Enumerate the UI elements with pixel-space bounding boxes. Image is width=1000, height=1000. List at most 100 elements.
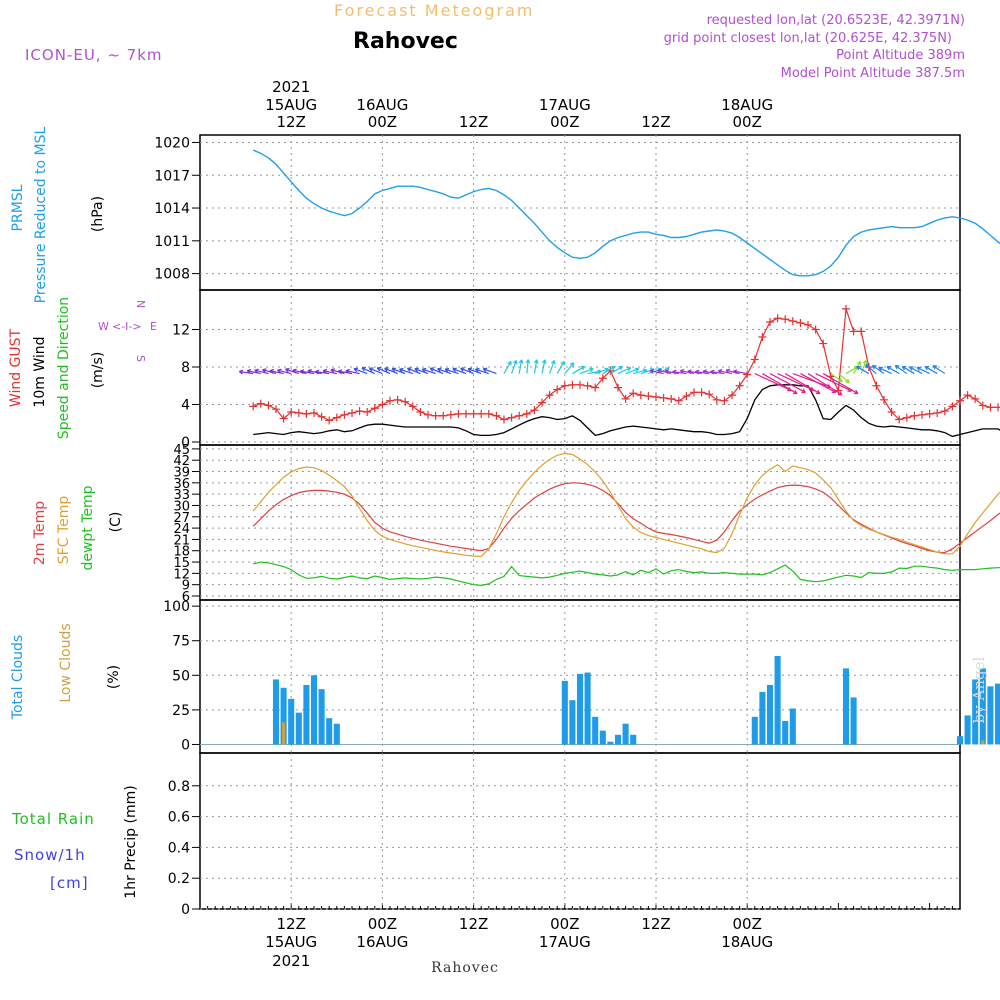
total-clouds-bar — [295, 712, 302, 745]
wind-direction-arrow — [376, 367, 391, 375]
temp-ytick-label: 30 — [173, 499, 190, 514]
gust-marker — [910, 411, 919, 420]
gust-marker — [682, 392, 691, 401]
wind-direction-arrowhead — [664, 369, 669, 375]
wind-direction-arrow — [246, 370, 261, 375]
wind-direction-arrow — [710, 371, 725, 375]
wind-direction-arrow — [792, 372, 831, 388]
clouds-ytick-label: 25 — [172, 703, 190, 719]
gust-marker — [325, 416, 334, 425]
gust-marker — [507, 413, 516, 422]
wind-direction-arrow — [549, 360, 555, 374]
wind-direction-arrowhead — [518, 359, 524, 364]
header-location: Rahovec — [353, 29, 458, 54]
wind-direction-arrowhead — [657, 368, 662, 374]
total-clouds-bar — [599, 730, 606, 745]
footer-location: Rahovec — [431, 960, 499, 976]
gust-marker — [348, 408, 356, 417]
wind-ytick-label: 4 — [181, 398, 190, 414]
wind-direction-arrow — [437, 368, 452, 375]
compass-rose: W <-I-> E N S — [98, 300, 157, 362]
pressure-panel: 1008 1011 1014 1017 1020 — [154, 134, 1000, 291]
header-subtitle: Forecast Meteogram — [334, 1, 534, 20]
wind-direction-arrowhead — [460, 367, 465, 372]
temp-ytick-label: 39 — [173, 466, 190, 481]
total-clouds-bar — [569, 700, 576, 745]
gust-marker — [416, 408, 425, 416]
gust-marker — [340, 410, 349, 419]
wind-direction-arrowhead — [475, 367, 480, 373]
wind-direction-arrow — [353, 368, 368, 375]
wind-direction-arrow — [680, 370, 695, 375]
precip-ytick-label: 0.6 — [168, 810, 190, 826]
wind-direction-arrowhead — [626, 366, 632, 372]
gust-marker — [750, 355, 759, 364]
top-time-label: 00Z — [368, 113, 397, 131]
top-time-label: 12Z — [641, 113, 670, 131]
precip-frame — [199, 752, 961, 910]
wind-direction-arrow — [330, 369, 345, 375]
total-clouds-bar — [842, 668, 850, 745]
precip-ytick-label: 0.2 — [168, 871, 190, 887]
gust-marker — [484, 409, 493, 418]
wind-line — [253, 384, 1000, 438]
total-clouds-bar — [318, 689, 325, 745]
wind-direction-arrowhead — [679, 368, 685, 374]
gust-marker — [492, 411, 501, 420]
gust-marker — [355, 407, 364, 416]
pressure-label-2: Pressure Reduced to MSL — [33, 126, 49, 303]
compass-arrows: <-I-> — [112, 320, 142, 333]
gust-marker — [705, 390, 714, 399]
total-clouds-bar — [614, 734, 622, 745]
gust-marker — [720, 396, 729, 405]
clouds-label-1: Total Clouds — [10, 635, 26, 720]
compass-n: N — [134, 300, 147, 308]
low-clouds-bar — [282, 722, 286, 745]
gust-marker — [272, 405, 280, 414]
wind-direction-arrow — [399, 368, 413, 375]
bottom-time-label: 15AUG — [265, 933, 317, 951]
wind-direction-arrow — [633, 369, 647, 375]
gust-marker — [667, 394, 676, 403]
wind-direction-arrow — [784, 373, 821, 395]
temp-ytick-label: 9 — [182, 579, 190, 594]
wind-direction-arrowhead — [580, 365, 586, 371]
wind-direction-arrow — [300, 370, 315, 375]
wind-direction-arrowhead — [437, 367, 442, 373]
pressure-ytick-label: 1008 — [154, 267, 190, 283]
precip-ytick-label: 0.4 — [168, 840, 190, 856]
total-clouds-bar — [850, 697, 857, 745]
gust-marker — [857, 327, 866, 336]
wind-direction-arrowhead — [862, 359, 868, 365]
total-clouds-bar — [759, 691, 766, 745]
header-requested: requested lon,lat (20.6523E, 42.3971N) — [707, 13, 965, 28]
wind-direction-arrow — [664, 370, 679, 375]
gust-marker — [963, 391, 972, 400]
wind-direction-arrowhead — [376, 366, 382, 372]
gust-marker — [674, 396, 683, 405]
wind-direction-arrowhead — [525, 359, 531, 364]
wind-panel: 0 4 8 12 — [172, 289, 1000, 451]
clouds-ytick-label: 50 — [172, 668, 190, 684]
total-clouds-bar — [561, 680, 568, 745]
pressure-line — [252, 149, 1000, 277]
wind-direction-arrow — [865, 364, 877, 375]
bottom-time-label: 00Z — [368, 915, 397, 933]
gust-marker — [378, 400, 387, 409]
bottom-time-label: 00Z — [733, 915, 762, 933]
pressure-ytick-label: 1011 — [154, 234, 190, 250]
gust-marker — [994, 403, 1000, 412]
wind-direction-arrowhead — [299, 369, 305, 375]
gust-marker — [781, 315, 790, 324]
gust-marker — [370, 404, 379, 413]
gust-marker — [735, 381, 744, 390]
wind-direction-arrow — [277, 369, 292, 375]
clouds-ytick-label: 75 — [172, 634, 190, 650]
top-time-label: 15AUG — [265, 96, 317, 114]
total-clouds-bar — [972, 679, 979, 745]
precip-ytick-label: 0.8 — [168, 779, 190, 795]
gust-marker — [743, 370, 752, 379]
wind-direction-arrow — [338, 370, 353, 375]
dewpt-line — [253, 561, 1000, 587]
